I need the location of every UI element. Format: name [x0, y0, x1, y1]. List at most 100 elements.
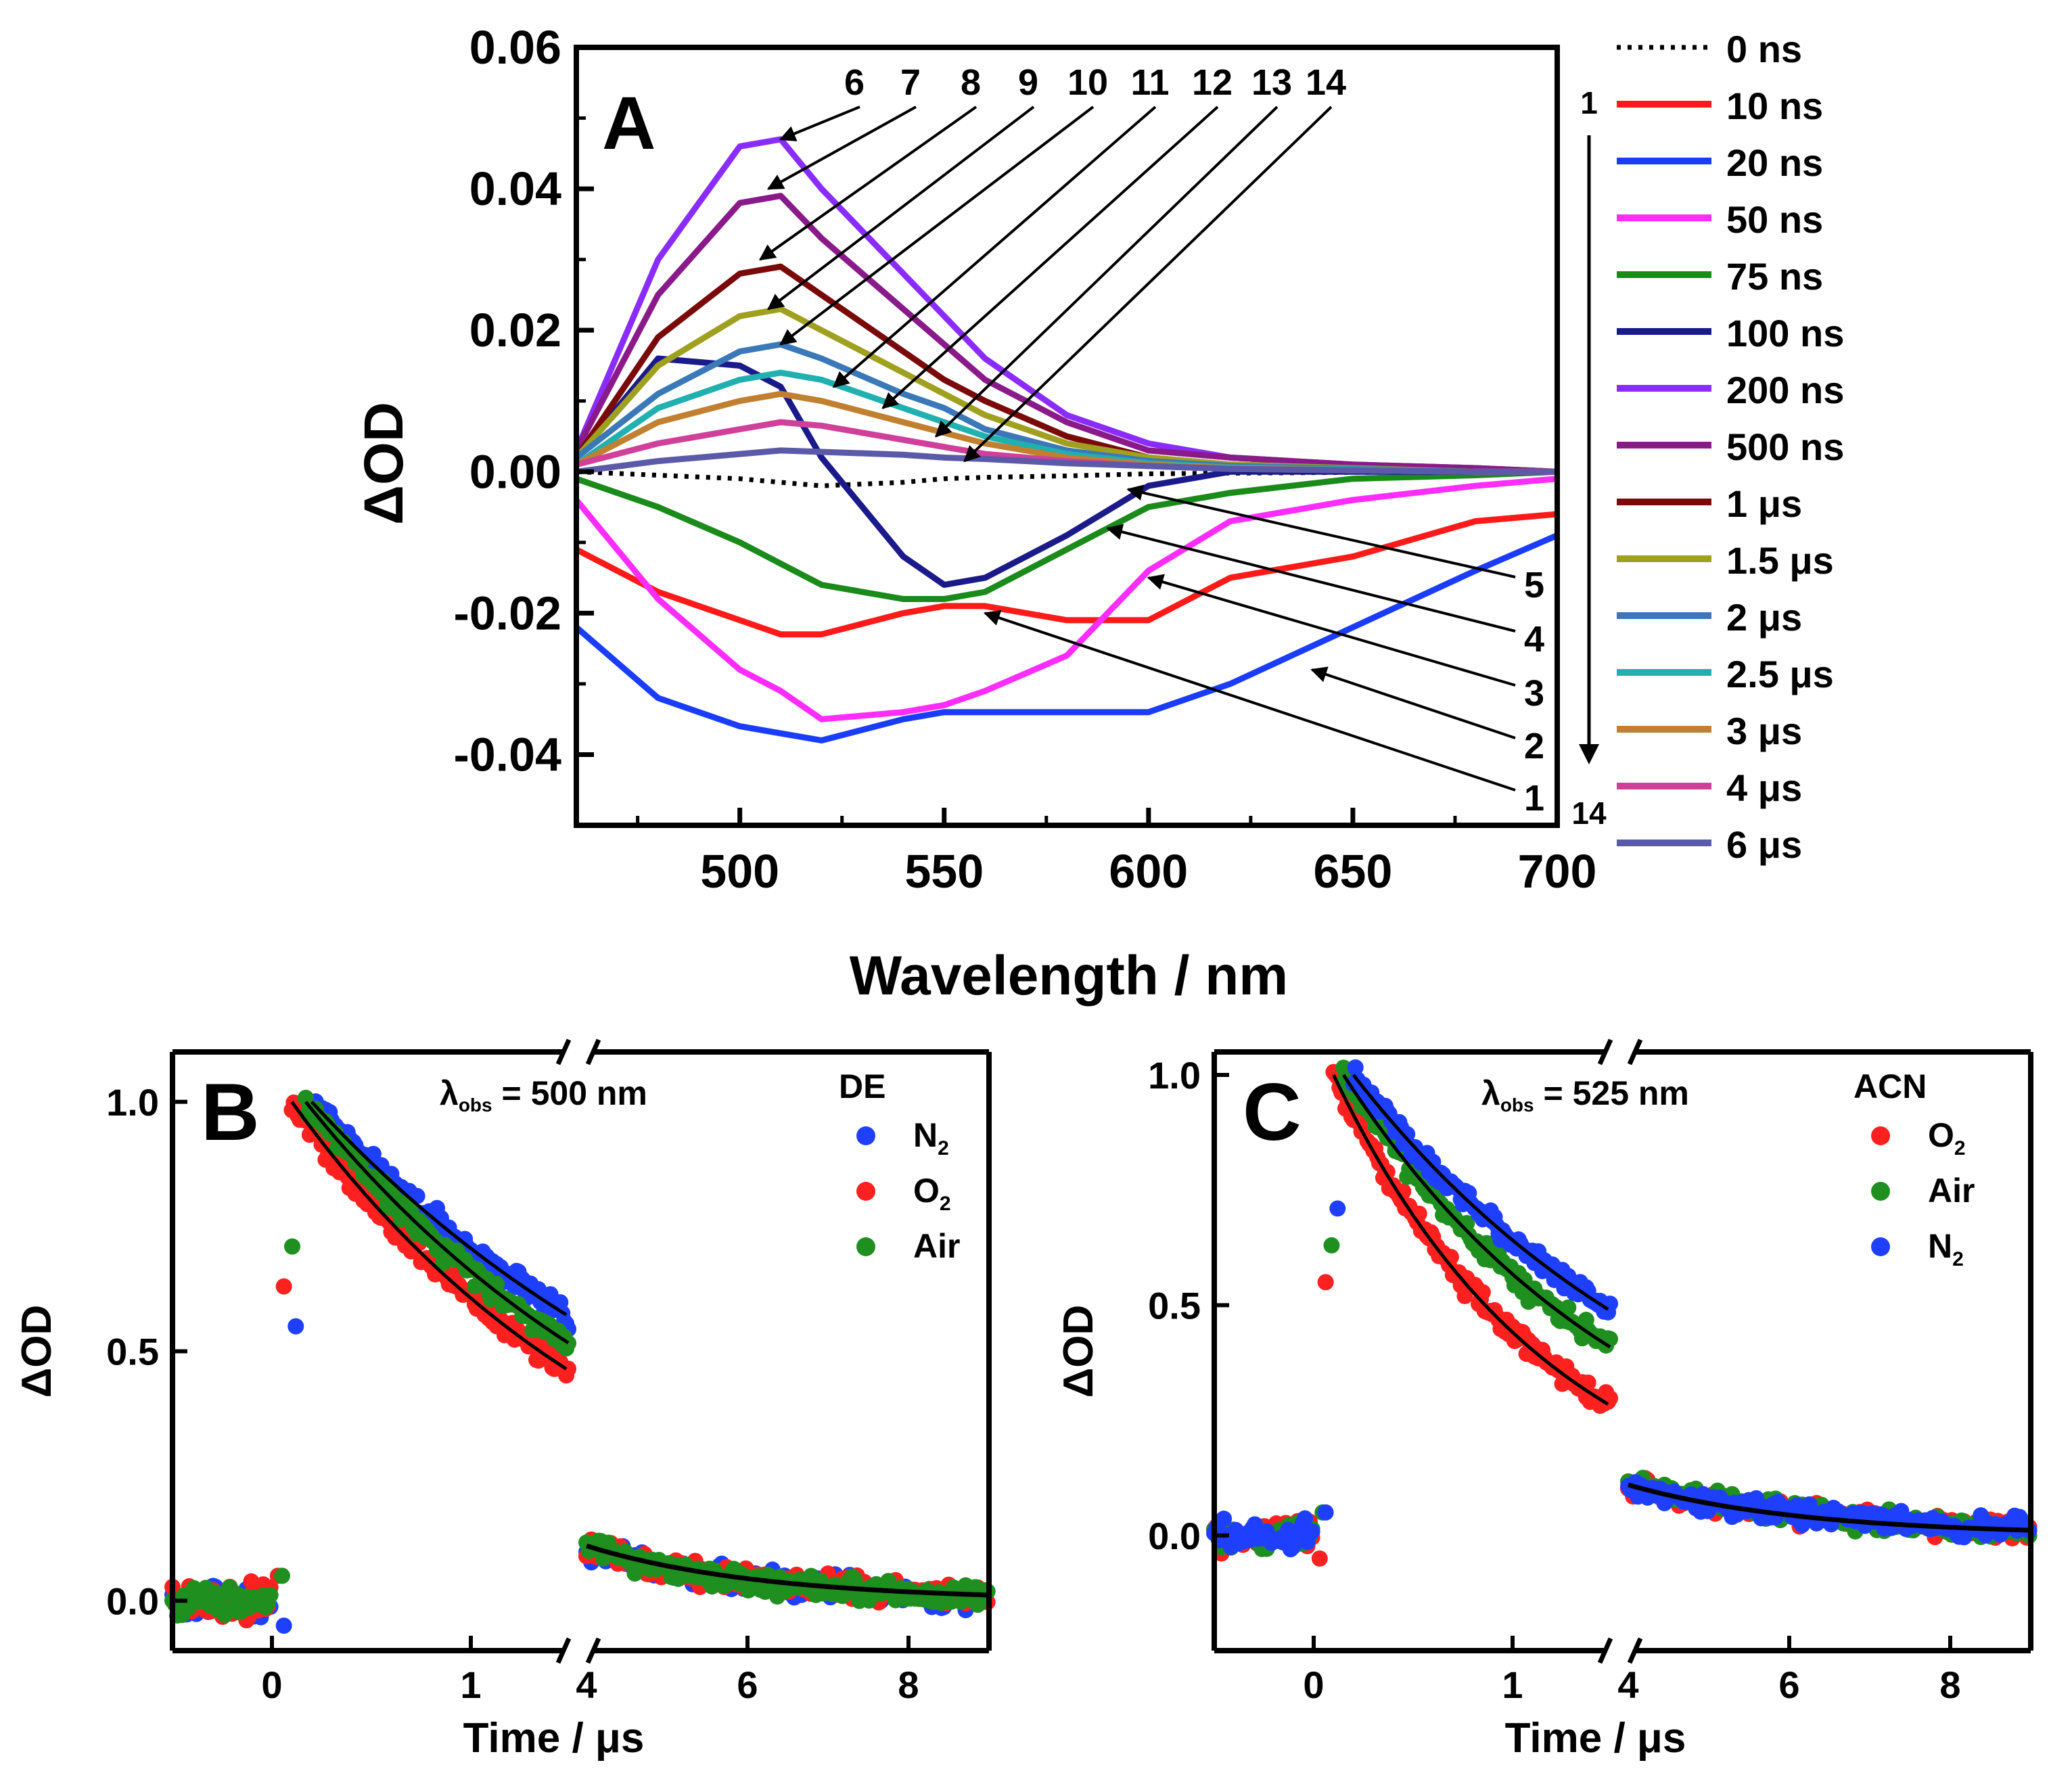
annotation-arrow — [1126, 484, 1516, 578]
observation-subscript: obs — [459, 1095, 492, 1116]
x-tick-label: 6 — [1778, 1663, 1799, 1706]
annotation-arrow — [983, 610, 1516, 791]
data-point — [273, 1567, 290, 1584]
arrow-number-lower: 4 — [1524, 619, 1544, 660]
y-tick-label: -0.02 — [453, 587, 561, 639]
panel-a-series-lines — [573, 136, 1559, 743]
x-tick-label: 1 — [1502, 1663, 1523, 1706]
axis-break-mark — [1597, 1038, 1613, 1065]
data-point — [275, 1617, 292, 1634]
axis-break-mark — [555, 1637, 572, 1664]
scatter-points — [1206, 1059, 2038, 1567]
legend-label: 6 μs — [1726, 823, 1802, 866]
legend-label: 20 ns — [1726, 141, 1823, 184]
spectrum-line-8 — [574, 193, 1558, 475]
legend-marker — [1871, 1182, 1890, 1201]
data-point — [1347, 1059, 1364, 1076]
panel-label: C — [1243, 1067, 1302, 1157]
arrow-number-top: 14 — [1306, 62, 1346, 103]
data-point — [1602, 1389, 1619, 1406]
legend-label: 4 μs — [1726, 766, 1802, 809]
annotation-arrow — [758, 106, 977, 261]
spectrum-line-10 — [574, 306, 1557, 475]
data-point — [262, 1586, 279, 1603]
panel-a-axes-frame — [574, 45, 1560, 828]
data-point — [560, 1360, 577, 1377]
annotation-arrow — [963, 106, 1333, 463]
annotation-arrow — [832, 106, 1157, 388]
axis-break-mark — [1597, 1637, 1613, 1664]
observation-wavelength: λobs = 525 nm — [1481, 1074, 1689, 1116]
legend-label: Air — [1928, 1172, 1975, 1210]
y-axis-label: ΔOD — [14, 1305, 60, 1398]
x-tick-label: 4 — [576, 1663, 597, 1706]
y-tick-label: -0.04 — [453, 728, 561, 781]
x-tick-label: 1 — [460, 1663, 481, 1706]
legend-marker — [856, 1126, 875, 1145]
fit-curve-late — [585, 1543, 990, 1598]
panel-a-y-ticks: 0.06 0.04 0.02 0.00 -0.02 -0.04 — [453, 21, 594, 827]
data-point — [1297, 1510, 1314, 1527]
arrow-number-top: 9 — [1018, 62, 1038, 103]
x-tick-label: 0 — [1303, 1663, 1324, 1706]
observation-subscript: obs — [1500, 1095, 1534, 1116]
legend-subscript: 2 — [1952, 1248, 1964, 1270]
panel-b-kinetics-de: 1.0 0.5 0.0 0 1 4 6 8 Time / μs ΔOD B λobs = 500 nm… — [14, 1038, 996, 1762]
arrow-number-top: 10 — [1067, 62, 1108, 103]
y-tick-label: 1.0 — [1148, 1054, 1201, 1097]
x-tick-label: 650 — [1314, 845, 1393, 898]
y-tick-label: 0.06 — [469, 21, 561, 74]
fit-curve — [304, 1101, 570, 1345]
legend-label: N2 — [1928, 1227, 1964, 1270]
panel-a-x-ticks: 500 550 600 650 700 — [636, 808, 1597, 898]
legend-order-arrow-head — [1579, 744, 1599, 764]
axis-break-mark — [1627, 1637, 1643, 1664]
annotation-arrow — [779, 106, 860, 141]
x-tick-label: 700 — [1518, 845, 1597, 898]
legend-label: O2 — [1928, 1116, 1966, 1159]
legend-label: 100 ns — [1726, 312, 1844, 354]
arrow-number-top: 12 — [1192, 62, 1233, 103]
legend-label: 0 ns — [1726, 28, 1802, 70]
legend-label: 10 ns — [1726, 85, 1823, 127]
observation-wavelength: λobs = 500 nm — [440, 1074, 647, 1116]
legend-marker — [1871, 1126, 1890, 1145]
legend-label: 1 μs — [1726, 482, 1802, 525]
data-point — [287, 1318, 304, 1335]
legend-label: 50 ns — [1726, 198, 1823, 241]
annotation-arrow — [934, 106, 1279, 438]
panel-a-annotation-arrows: 6 7 8 9 10 11 12 13 14 5 4 3 2 1 — [758, 62, 1544, 819]
legend-subscript: 2 — [940, 1193, 951, 1215]
annotation-arrow — [1106, 524, 1516, 633]
spectrum-line-5 — [575, 468, 1558, 602]
legend-label: 2.5 μs — [1726, 653, 1834, 695]
x-tick-label: 6 — [737, 1663, 758, 1706]
observation-value: = 525 nm — [1534, 1074, 1689, 1112]
x-tick-label: 500 — [700, 845, 779, 898]
data-point — [1317, 1274, 1334, 1291]
panel-a-x-axis-label: Wavelength / nm — [850, 945, 1288, 1007]
y-axis-label: ΔOD — [1055, 1305, 1102, 1398]
legend-label: 3 μs — [1726, 710, 1802, 752]
data-point — [275, 1278, 292, 1295]
annotation-arrow — [766, 106, 917, 190]
y-tick-label: 0.02 — [469, 304, 561, 357]
legend-label: Air — [913, 1227, 960, 1265]
legend-label: 2 μs — [1726, 596, 1802, 639]
data-point — [1311, 1550, 1328, 1567]
arrow-number-lower: 2 — [1524, 726, 1544, 766]
annotation-arrow — [1310, 666, 1516, 739]
observation-value: = 500 nm — [492, 1074, 647, 1112]
legend-subscript: 2 — [1954, 1137, 1966, 1159]
spectrum-line-2 — [574, 511, 1558, 638]
fit-curve — [1352, 1074, 1609, 1311]
arrow-number-lower: 3 — [1524, 673, 1544, 714]
annotation-arrow — [767, 106, 1035, 311]
panel-a-legend: 0 ns 10 ns 20 ns 50 ns 75 ns 100 ns 200 ns 500 … — [1617, 28, 1844, 866]
axis-break-mark — [555, 1038, 572, 1065]
fit-curve — [310, 1101, 568, 1316]
fit-curve — [1332, 1074, 1609, 1406]
scatter-points — [164, 1089, 996, 1634]
legend-label: 500 ns — [1726, 426, 1844, 468]
data-point — [1216, 1511, 1233, 1527]
